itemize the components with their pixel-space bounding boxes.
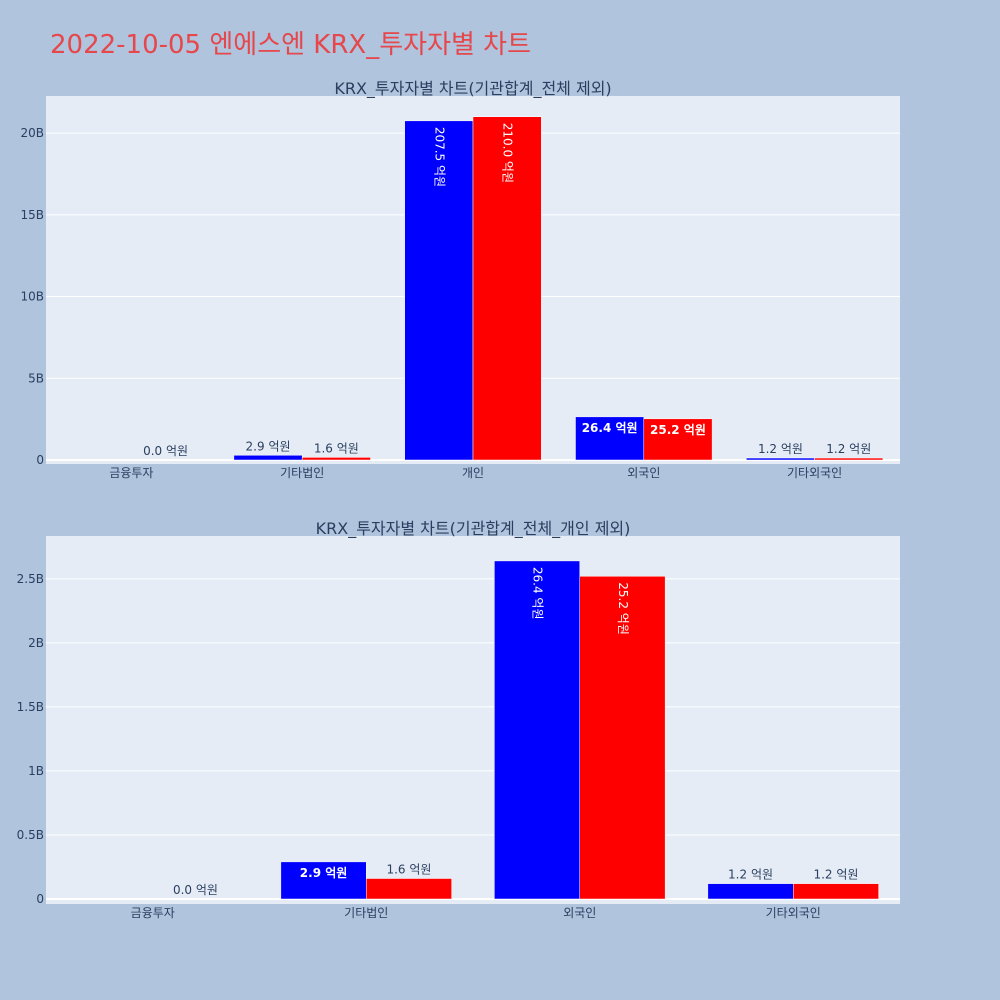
x-tick-label: 금융투자: [109, 466, 153, 480]
bar: [793, 883, 879, 900]
y-tick-label: 5B: [28, 371, 44, 385]
bar: [814, 457, 884, 461]
data-label: 2.9 억원: [246, 439, 291, 453]
plot-area: [46, 536, 900, 904]
chart-title: KRX_투자자별 차트(기관합계_전체_개인 제외): [316, 519, 631, 539]
bar: [579, 576, 666, 900]
bar: [301, 457, 371, 461]
data-label: 0.0 억원: [143, 444, 188, 458]
data-label: 25.2 억원: [650, 423, 706, 437]
bar: [643, 418, 713, 461]
bar: [575, 416, 645, 461]
chart-title: KRX_투자자별 차트(기관합계_전체 제외): [334, 79, 611, 99]
data-label: 25.2 억원: [616, 582, 630, 635]
y-tick-label: 20B: [20, 126, 44, 140]
data-label: 2.9 억원: [300, 866, 348, 880]
bar: [366, 878, 452, 900]
x-tick-label: 기타외국인: [766, 906, 821, 920]
bar: [472, 116, 542, 461]
bar: [494, 560, 581, 900]
x-tick-label: 기타외국인: [787, 466, 842, 480]
data-label: 1.2 억원: [728, 868, 773, 882]
y-tick-label: 2.5B: [17, 572, 44, 586]
y-tick-label: 15B: [20, 208, 44, 222]
data-label: 210.0 억원: [501, 123, 515, 183]
data-label: 0.0 억원: [173, 883, 218, 897]
data-label: 207.5 억원: [432, 127, 446, 187]
bar: [707, 883, 794, 900]
data-label: 1.2 억원: [758, 442, 803, 456]
x-tick-label: 외국인: [563, 906, 596, 920]
data-label: 26.4 억원: [531, 567, 545, 620]
y-tick-label: 10B: [20, 290, 44, 304]
x-tick-label: 금융투자: [131, 906, 175, 920]
x-tick-label: 개인: [462, 466, 484, 480]
bar: [233, 455, 303, 461]
x-tick-label: 기타법인: [280, 466, 324, 480]
data-label: 1.2 억원: [813, 868, 858, 882]
bar: [404, 120, 474, 461]
data-label: 1.2 억원: [826, 442, 871, 456]
chart-1: 0 5B 10B 15B 20B KRX_투자자별 차트(기관합계_전체 제외) 금융투자 0…: [20, 79, 900, 480]
y-tick-label: 0: [36, 892, 44, 906]
data-label: 1.6 억원: [314, 441, 359, 455]
y-tick-label: 1B: [28, 764, 44, 778]
y-tick-label: 2B: [28, 636, 44, 650]
data-label: 26.4 억원: [582, 421, 638, 435]
chart-2: 0 0.5B 1B 1.5B 2B 2.5B KRX_투자자별 차트(기관합계_전체_개인 …: [17, 519, 900, 920]
y-tick-label: 1.5B: [17, 700, 44, 714]
x-tick-label: 외국인: [627, 466, 660, 480]
page-title: 2022-10-05 엔에스엔 KRX_투자자별 차트: [50, 30, 532, 60]
y-tick-label: 0: [36, 453, 44, 467]
x-tick-label: 기타법인: [344, 906, 388, 920]
bar: [746, 457, 815, 461]
data-label: 1.6 억원: [386, 863, 431, 877]
y-tick-label: 0.5B: [17, 828, 44, 842]
